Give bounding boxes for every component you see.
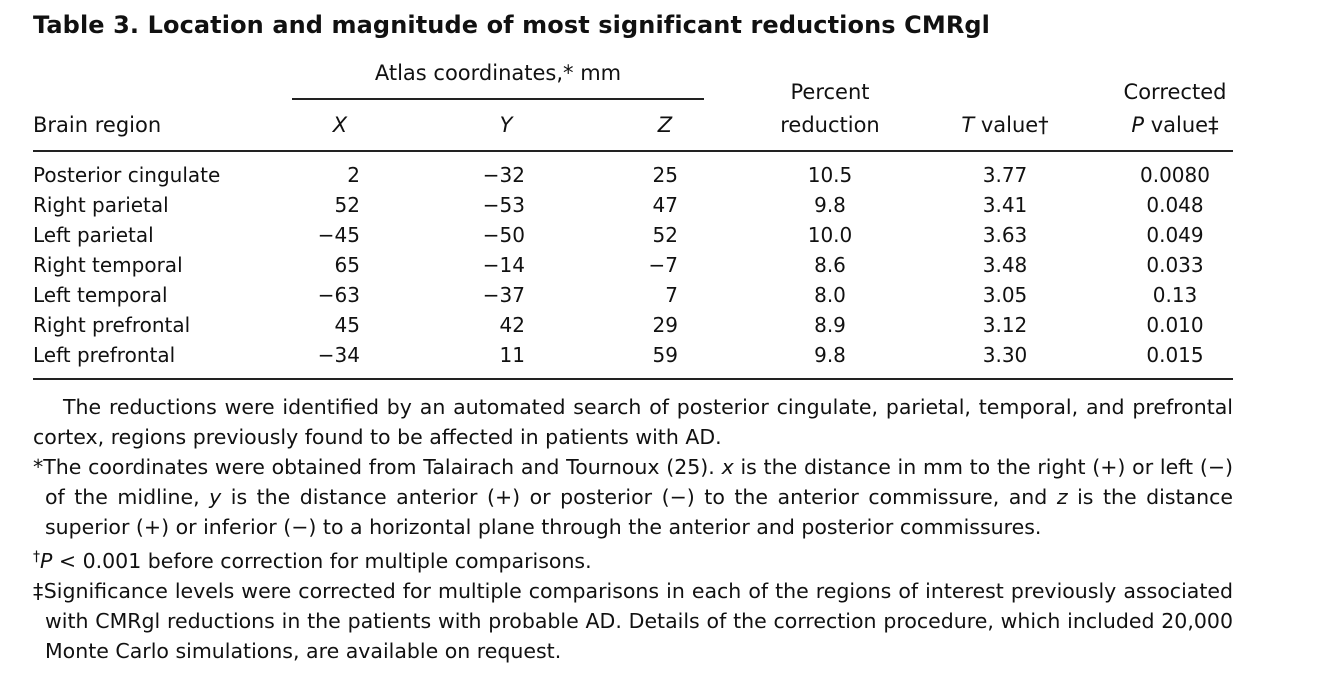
cell-percent: 8.9: [814, 313, 846, 337]
brain-region-header: Brain region: [33, 113, 162, 137]
note-star-part-c: is the distance anterior (+) or posterio…: [221, 485, 1057, 509]
cell-percent: 9.8: [814, 193, 846, 217]
cell-region: Right prefrontal: [33, 313, 191, 337]
percent-reduction-header-line2: reduction: [780, 113, 880, 137]
cell-y: −53: [482, 193, 525, 217]
cell-z: 52: [652, 223, 678, 247]
note-dagger-mark: †: [33, 549, 40, 565]
cell-t: 3.12: [982, 313, 1028, 337]
cell-p: 0.049: [1146, 223, 1204, 247]
cell-region: Left parietal: [33, 223, 154, 247]
cell-z: 25: [652, 163, 678, 187]
cell-x: −34: [317, 343, 360, 367]
cell-x: −63: [317, 283, 360, 307]
note-dagger-p: P: [40, 549, 53, 573]
cell-x: 2: [347, 163, 360, 187]
cell-x: −45: [317, 223, 360, 247]
cell-p: 0.010: [1146, 313, 1204, 337]
cell-y: −37: [482, 283, 525, 307]
note-star-x: x: [721, 455, 734, 479]
header-bottom-rule: [33, 150, 1233, 152]
note-star-part-a: *The coordinates were obtained from Tala…: [33, 455, 722, 479]
note-star-z: z: [1056, 485, 1068, 509]
cell-region: Left prefrontal: [33, 343, 176, 367]
cell-percent: 10.0: [807, 223, 853, 247]
corrected-p-header-line2: P value‡: [1110, 112, 1240, 138]
note-star-part-d: is the distance superior (+) or inferior…: [45, 485, 1233, 539]
cell-t: 3.05: [982, 283, 1028, 307]
note-star-part-b: is the distance in mm to the right (+) o…: [45, 455, 1233, 509]
y-header: Y: [499, 113, 513, 137]
cell-region: Right parietal: [33, 193, 169, 217]
cell-p: 0.048: [1146, 193, 1204, 217]
cell-y: −32: [482, 163, 525, 187]
cell-t: 3.48: [982, 253, 1028, 277]
t-value-header-t: T: [961, 113, 975, 137]
note-intro: The reductions were identified by an aut…: [33, 395, 1233, 449]
x-header: X: [332, 113, 348, 137]
cell-p: 0.015: [1146, 343, 1204, 367]
cell-z: −7: [648, 253, 678, 277]
cell-y: 42: [499, 313, 525, 337]
note-star: *The coordinates were obtained from Tala…: [33, 452, 1233, 542]
p-value-header-rest: value‡: [1144, 113, 1219, 137]
cell-x: 45: [334, 313, 360, 337]
cell-x: 52: [334, 193, 360, 217]
table-notes: The reductions were identified by an aut…: [33, 392, 1233, 666]
cell-percent: 9.8: [814, 343, 846, 367]
note-dagger: †P < 0.001 before correction for multipl…: [33, 542, 1233, 576]
atlas-coordinates-header: Atlas coordinates,* mm: [374, 61, 622, 85]
note-star-y: y: [209, 485, 222, 509]
percent-reduction-header-line1: Percent: [790, 80, 870, 104]
cell-percent: 8.6: [814, 253, 846, 277]
cell-y: 11: [499, 343, 525, 367]
z-header: Z: [657, 113, 673, 137]
corrected-p-header-line1: Corrected: [1123, 80, 1227, 104]
cell-y: −50: [482, 223, 525, 247]
cell-z: 47: [652, 193, 678, 217]
t-value-header: T value†: [940, 112, 1070, 138]
cell-z: 7: [665, 283, 678, 307]
atlas-group-rule: [292, 98, 704, 100]
cell-x: 65: [334, 253, 360, 277]
cell-y: −14: [482, 253, 525, 277]
cell-t: 3.41: [982, 193, 1028, 217]
cell-z: 59: [652, 343, 678, 367]
note-dagger-rest: < 0.001 before correction for multiple c…: [52, 549, 592, 573]
t-value-header-rest: value†: [974, 113, 1049, 137]
cell-z: 29: [652, 313, 678, 337]
cell-region: Left temporal: [33, 283, 168, 307]
cell-percent: 8.0: [814, 283, 846, 307]
cell-region: Posterior cingulate: [33, 163, 221, 187]
table-bottom-rule: [33, 378, 1233, 380]
cell-t: 3.30: [982, 343, 1028, 367]
cell-p: 0.0080: [1140, 163, 1210, 187]
cell-t: 3.63: [982, 223, 1028, 247]
cell-t: 3.77: [982, 163, 1028, 187]
p-value-header-p: P: [1131, 113, 1145, 137]
cell-percent: 10.5: [807, 163, 853, 187]
cell-region: Right temporal: [33, 253, 183, 277]
note-double-dagger: ‡Significance levels were corrected for …: [33, 579, 1233, 663]
cell-p: 0.13: [1152, 283, 1198, 307]
table-title: Table 3. Location and magnitude of most …: [33, 11, 991, 39]
cell-p: 0.033: [1146, 253, 1204, 277]
